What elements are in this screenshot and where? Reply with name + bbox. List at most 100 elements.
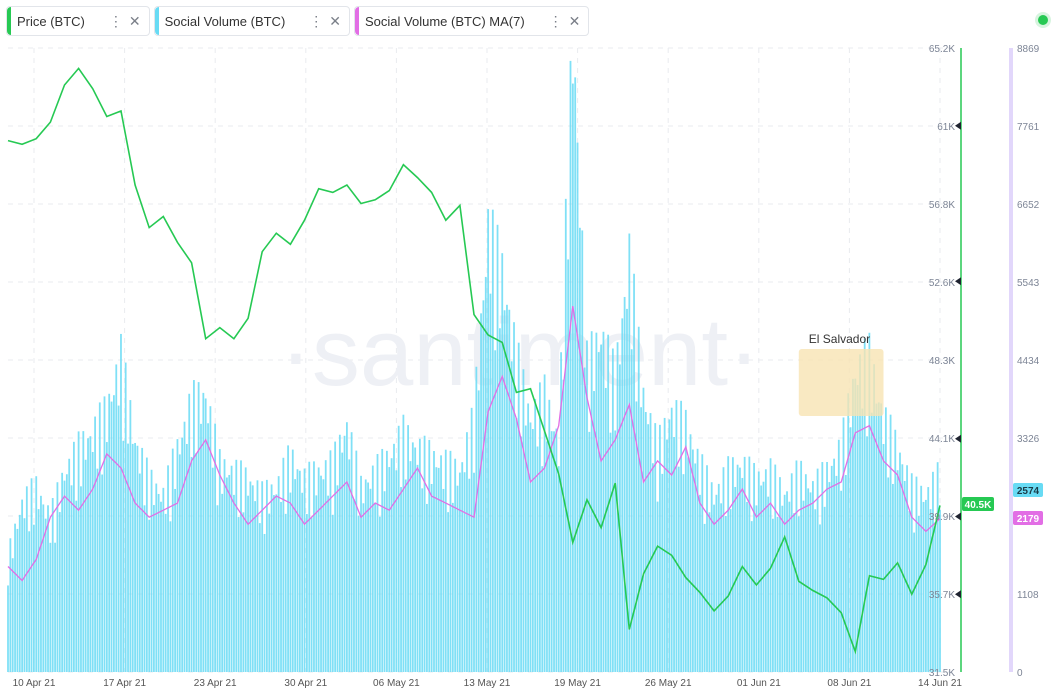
volume-bar [447,512,450,672]
volume-bar [553,431,555,672]
legend-chip-social-volume[interactable]: Social Volume (BTC) ⋮ ✕ [153,6,351,36]
annotation-box[interactable] [798,349,884,416]
volume-bar [922,501,925,672]
volume-bar [47,505,49,672]
watermark: ·santiment· [280,299,760,406]
volume-bar [75,500,78,672]
volume-bar [329,450,332,672]
volume-bar [581,230,584,673]
volume-bar [423,435,426,672]
volume-bar [920,485,923,672]
price-tick-label: 65.2K [929,44,955,55]
volume-bar [567,259,570,672]
volume-bar [821,462,824,672]
x-tick-label: 01 Jun 21 [737,678,781,689]
volume-bar [138,473,141,672]
volume-bar [409,461,412,672]
volume-bar [621,318,624,672]
volume-bar [480,313,482,672]
volume-bar [296,469,299,672]
volume-bar [277,476,280,672]
annotation-label: El Salvador [809,332,870,346]
volume-bar [706,465,708,672]
volume-bar [120,333,122,672]
volume-bar [35,476,38,672]
volume-bar [25,486,28,672]
volume-bar [786,491,788,672]
volume-bar [515,417,518,672]
volume-bar [630,349,633,672]
volume-bar [628,233,631,672]
volume-bar [268,513,271,672]
volume-bar [915,476,918,672]
volume-bar [746,501,748,672]
volume-bar [164,513,167,672]
volume-bar [651,463,654,672]
volume-bar [694,463,697,672]
volume-bar [579,227,581,673]
volume-bar [188,393,191,672]
volume-bar [790,473,793,672]
volume-bar [513,322,515,672]
volume-bar [600,344,602,672]
vertical-dots-icon[interactable]: ⋮ [309,12,324,29]
volume-bar [546,441,548,672]
volume-tick-label: 0 [1017,668,1023,679]
volume-bar [233,494,235,672]
volume-bar [143,505,146,672]
volume-bar [884,407,887,672]
volume-bar [456,485,459,672]
volume-bar [254,501,257,672]
volume-bar [167,465,169,672]
volume-bar [819,524,821,672]
vertical-dots-icon[interactable]: ⋮ [548,12,563,29]
volume-bar [402,414,405,672]
vertical-dots-icon[interactable]: ⋮ [108,12,123,29]
volume-bar [242,512,245,672]
volume-bar [701,454,704,672]
volume-bar [94,416,96,672]
x-tick-label: 14 Jun 21 [918,678,962,689]
legend-color-social-volume-ma [355,7,360,35]
volume-bar [896,470,899,672]
volume-bar [9,538,12,672]
legend-label-social-volume: Social Volume (BTC) [164,13,286,29]
price-tick-label: 44.1K [929,434,955,445]
volume-bar [171,448,174,672]
close-icon[interactable]: ✕ [329,12,342,29]
volume-bar [562,379,565,672]
volume-bar [755,505,758,672]
volume-bar [748,456,751,672]
volume-bar [428,439,431,672]
volume-bar [235,459,238,672]
volume-bar [880,403,883,672]
volume-bar [764,469,767,672]
volume-bar [541,466,544,672]
x-tick-label: 08 Jun 21 [827,678,871,689]
volume-bar [602,331,605,672]
close-icon[interactable]: ✕ [128,12,141,29]
volume-bar [892,483,894,672]
volume-bar [364,479,367,672]
volume-bar [927,487,930,672]
volume-bar [934,522,937,672]
last-value-badges: 40.5K 2574 2179 [962,483,1043,525]
volume-bar [882,444,885,672]
volume-bar [924,499,927,672]
legend-chip-price[interactable]: Price (BTC) ⋮ ✕ [6,6,150,36]
volume-bar [113,395,115,672]
volume-bar [306,514,308,672]
volume-bar [656,501,659,672]
volume-bar [386,450,388,672]
volume-bar [727,456,730,672]
volume-bar [520,436,522,672]
volume-bar [280,501,282,672]
volume-bar [108,393,111,672]
volume-bar [270,484,273,672]
close-icon[interactable]: ✕ [568,12,581,29]
volume-bar [397,425,400,672]
volume-bar [449,450,452,672]
volume-bar [263,533,266,672]
volume-tick-label: 6652 [1017,200,1040,211]
legend-chip-social-volume-ma[interactable]: Social Volume (BTC) MA(7) ⋮ ✕ [354,6,590,36]
